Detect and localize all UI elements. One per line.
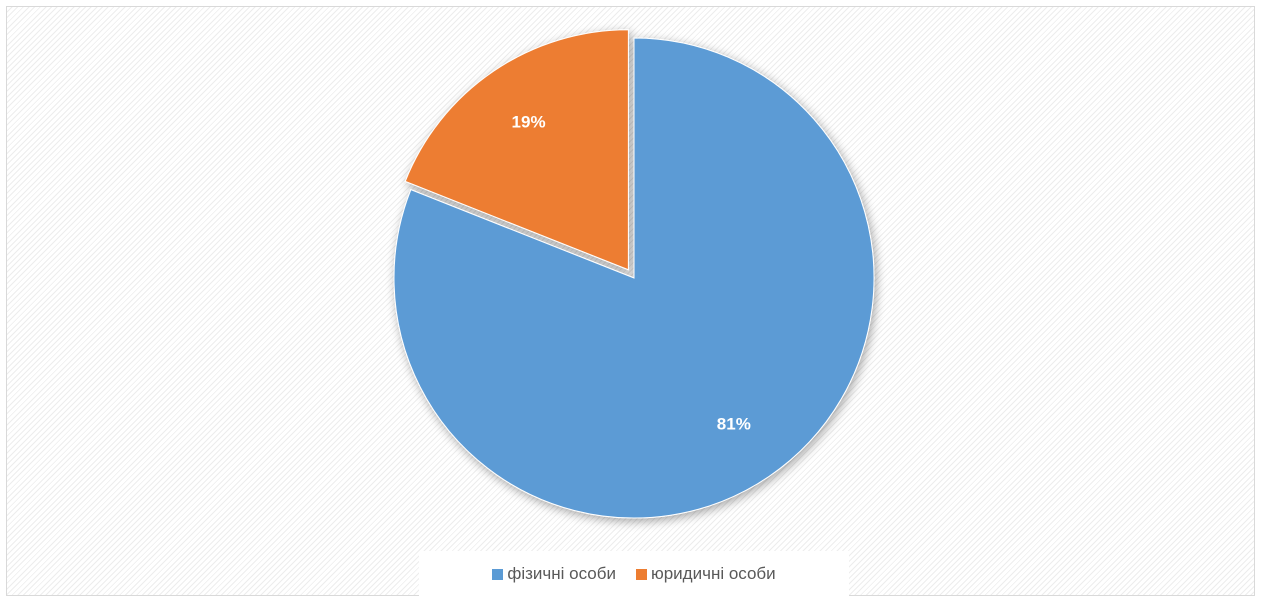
legend-swatch-legal-entities — [635, 568, 647, 580]
data-label-0: 81% — [717, 414, 751, 433]
pie-slice-1 — [404, 29, 629, 271]
legend-item-individuals: фізичні особи — [492, 564, 616, 584]
pie-slices — [393, 29, 875, 519]
chart-area: 81% 19% фізичні особи юридичні особи — [6, 6, 1255, 597]
legend-label-individuals: фізичні особи — [507, 564, 616, 583]
legend-item-legal-entities: юридичні особи — [635, 564, 776, 584]
data-label-1: 19% — [512, 112, 546, 131]
pie-data-labels: 81% 19% — [512, 112, 751, 433]
legend-label-legal-entities: юридичні особи — [650, 564, 776, 583]
pie-slice-0 — [393, 37, 875, 519]
legend: фізичні особи юридичні особи — [419, 551, 849, 597]
legend-swatch-individuals — [492, 568, 504, 580]
pie-chart: 81% 19% — [393, 29, 875, 519]
